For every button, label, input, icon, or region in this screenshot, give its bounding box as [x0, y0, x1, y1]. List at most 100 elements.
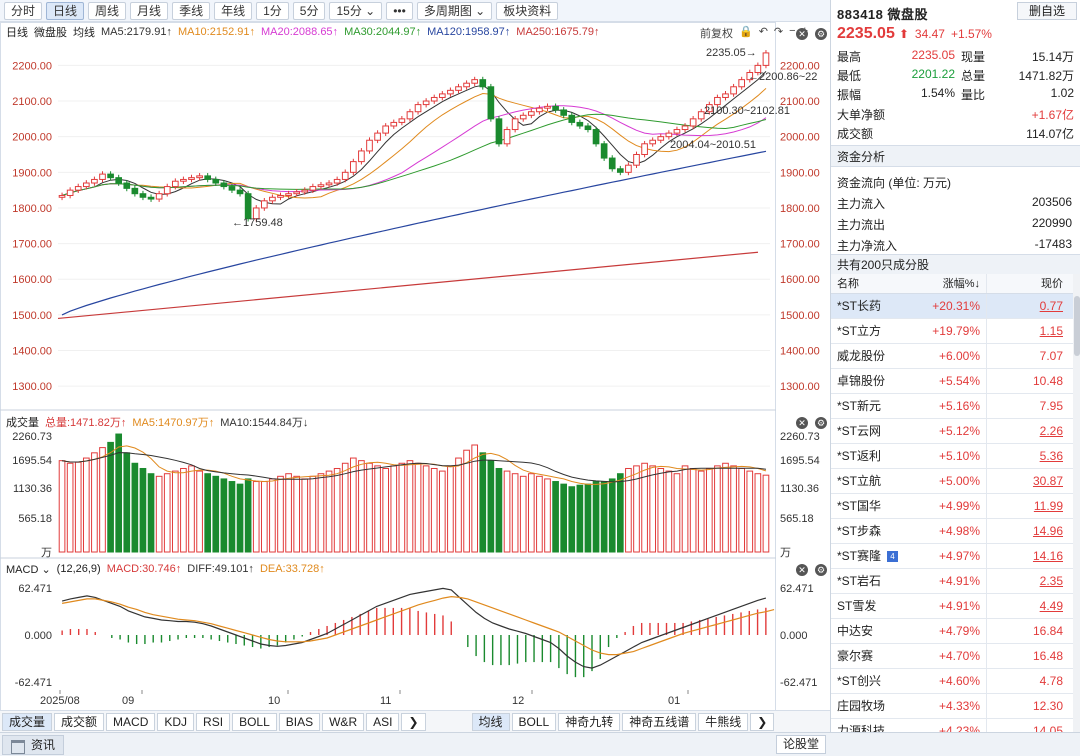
indicator-tab-3[interactable]: KDJ	[157, 712, 195, 731]
period-button-4[interactable]: 季线	[172, 1, 211, 20]
ma-label: 均线	[73, 27, 95, 39]
table-row[interactable]: 中达安 +4.79% 16.84	[831, 619, 1073, 644]
stock-name: *ST国华	[831, 494, 911, 518]
volume-ma5: MA5:1470.97万↑	[132, 417, 215, 429]
table-row[interactable]: 威龙股份 +6.00% 7.07	[831, 344, 1073, 369]
table-row[interactable]: 力源科技 +4.23% 14.05	[831, 719, 1073, 732]
table-row[interactable]: ST雪发 +4.91% 4.49	[831, 594, 1073, 619]
remove-watchlist-button[interactable]: 删自选	[1017, 2, 1077, 20]
settings-main-icon[interactable]: ⚙	[815, 28, 827, 40]
candle-body	[673, 129, 681, 134]
settings-volume-icon[interactable]: ⚙	[815, 417, 827, 429]
stat-label: 量比	[961, 88, 986, 102]
indicator-tab-0[interactable]: 成交量	[2, 712, 53, 731]
table-row[interactable]: *ST立航 +5.00% 30.87	[831, 469, 1073, 494]
indicator-tab-8[interactable]: ASI	[366, 712, 400, 731]
table-row[interactable]: *ST步森 +4.98% 14.96	[831, 519, 1073, 544]
candle-body	[196, 175, 203, 179]
close-volume-icon[interactable]: ✕	[796, 417, 808, 429]
close-macd-icon[interactable]: ✕	[796, 564, 808, 576]
adjust-label[interactable]: 前复权	[700, 28, 733, 40]
macd-axis-right: -62.471	[780, 677, 817, 689]
table-row[interactable]: *ST云网 +5.12% 2.26	[831, 419, 1073, 444]
table-row[interactable]: *ST创兴 +4.60% 4.78	[831, 669, 1073, 694]
lock-icon[interactable]: 🔒	[739, 26, 753, 38]
overlay-tab-4[interactable]: 牛熊线	[698, 712, 749, 731]
zoom-out-icon[interactable]: −	[789, 25, 796, 37]
indicator-tab-2[interactable]: MACD	[106, 712, 156, 731]
stock-change: +20.31%	[911, 294, 987, 318]
stock-change: +4.99%	[911, 494, 987, 518]
period-button-8[interactable]: 15分 ⌄	[329, 1, 383, 20]
overlay-tab-3[interactable]: 神奇五线谱	[622, 712, 697, 731]
candle-body	[746, 72, 754, 81]
scrollbar[interactable]	[1073, 274, 1080, 732]
stock-name-text: *ST立方	[837, 324, 882, 338]
volume-axis-left: 565.18	[18, 513, 52, 525]
overlay-tab-2[interactable]: 神奇九转	[558, 712, 621, 731]
table-row[interactable]: 卓锦股份 +5.54% 10.48	[831, 369, 1073, 394]
period-button-5[interactable]: 年线	[214, 1, 253, 20]
table-row[interactable]: *ST长药 +20.31% 0.77	[831, 294, 1073, 319]
volume-bar	[115, 433, 123, 553]
settings-macd-icon[interactable]: ⚙	[815, 564, 827, 576]
forum-button[interactable]: 论股堂	[776, 735, 827, 754]
table-row[interactable]: 豪尔赛 +4.70% 16.48	[831, 644, 1073, 669]
fund-label: 主力净流入	[837, 239, 898, 253]
column-header[interactable]: 涨幅%↓	[911, 274, 987, 293]
column-header[interactable]: 现价	[1041, 278, 1063, 290]
indicator-tab-6[interactable]: BIAS	[278, 712, 321, 731]
table-row[interactable]: 庄园牧场 +4.33% 12.30	[831, 694, 1073, 719]
fund-label: 主力流入	[837, 197, 886, 211]
news-tab[interactable]: 资讯	[2, 734, 65, 755]
volume-bar	[527, 473, 535, 553]
overlay-tab-0[interactable]: 均线	[471, 712, 510, 731]
period-button-3[interactable]: 月线	[130, 1, 169, 20]
table-row[interactable]: *ST赛隆 4 +4.97% 14.16	[831, 544, 1073, 569]
volume-axis-left: 1130.36	[13, 483, 52, 495]
period-button-9[interactable]: •••	[386, 1, 413, 20]
indicator-tab-9[interactable]: ❯	[401, 712, 426, 731]
volume-bar	[665, 470, 673, 553]
period-button-1[interactable]: 日线	[46, 1, 85, 20]
volume-bar	[762, 474, 770, 553]
redo-icon[interactable]: ↷	[773, 26, 784, 38]
macd-value: MACD:30.746↑	[106, 563, 182, 575]
kline-chart[interactable]: 2200.00 2200.00 2100.00 2100.00 2000.00 2000.…	[0, 22, 830, 732]
indicator-tab-7[interactable]: W&R	[322, 712, 365, 731]
overlay-tab-5[interactable]: ❯	[750, 712, 775, 731]
period-button-7[interactable]: 5分	[292, 1, 326, 20]
macd-label[interactable]: MACD ⌄	[6, 563, 51, 576]
period-button-6[interactable]: 1分	[256, 1, 289, 20]
table-row[interactable]: *ST新元 +5.16% 7.95	[831, 394, 1073, 419]
volume-bar	[99, 447, 106, 553]
close-main-icon[interactable]: ✕	[796, 28, 808, 40]
period-button-2[interactable]: 周线	[88, 1, 127, 20]
undo-icon[interactable]: ↶	[758, 26, 768, 38]
candle-body	[430, 96, 438, 102]
volume-bar	[746, 470, 754, 553]
stock-price: 12.30	[1032, 699, 1063, 713]
indicator-tab-1[interactable]: 成交额	[54, 712, 105, 731]
price-axis-left: 1400.00	[12, 346, 52, 358]
indicator-tab-4[interactable]: RSI	[196, 712, 231, 731]
period-button-0[interactable]: 分时	[4, 1, 43, 20]
ma-legend-1: MA10:2152.91↑	[177, 26, 255, 38]
dea-line	[61, 595, 775, 656]
candle-body	[414, 104, 422, 113]
price-axis-right: 2000.00	[780, 132, 820, 144]
column-header[interactable]: 名称	[837, 278, 859, 290]
indicator-tab-5[interactable]: BOLL	[232, 712, 277, 731]
table-row[interactable]: *ST返利 +5.10% 5.36	[831, 444, 1073, 469]
overlay-tab-1[interactable]: BOLL	[511, 712, 557, 731]
info-badge-icon: 4	[887, 551, 899, 563]
table-row[interactable]: *ST立方 +19.79% 1.15	[831, 319, 1073, 344]
volume-bar	[722, 462, 729, 553]
period-button-11[interactable]: 板块资料	[496, 1, 559, 20]
table-row[interactable]: *ST岩石 +4.91% 2.35	[831, 569, 1073, 594]
period-button-10[interactable]: 多周期图 ⌄	[416, 1, 493, 20]
table-row[interactable]: *ST国华 +4.99% 11.99	[831, 494, 1073, 519]
volume-bar	[228, 481, 236, 553]
fund-value: 220990	[1031, 216, 1072, 230]
volume-bar	[66, 462, 74, 553]
